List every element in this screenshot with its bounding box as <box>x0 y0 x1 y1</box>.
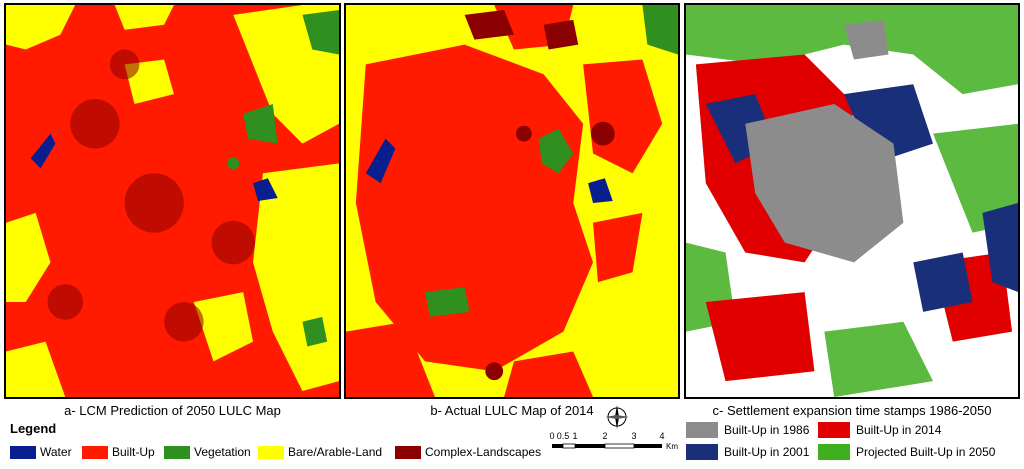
legend-label: Built-Up in 1986 <box>724 423 810 437</box>
legend-swatch-complex <box>395 445 421 459</box>
map-panel-2050-prediction <box>4 3 341 399</box>
legend-label: Built-Up in 2014 <box>856 423 942 437</box>
settlement-legend-1986: Built-Up in 1986 <box>686 421 809 439</box>
scale-tick-2: 2 <box>602 431 607 441</box>
legend-item-built-up: Built-Up <box>82 444 155 460</box>
legend-title: Legend <box>10 421 57 436</box>
legend-label: Built-Up in 2001 <box>724 445 810 459</box>
scale-tick-1: 1 <box>572 431 577 441</box>
settlement-expansion-map <box>686 5 1018 397</box>
legend-label: Water <box>40 445 72 459</box>
lulc-2050-map <box>6 5 339 397</box>
map-panel-2014-actual <box>344 3 680 399</box>
scale-tick-0-5: 0.5 <box>557 431 570 441</box>
caption-panel-a: a- LCM Prediction of 2050 LULC Map <box>64 403 281 418</box>
legend-swatch-built-up <box>82 445 108 459</box>
legend-swatch-2001 <box>686 444 718 460</box>
scale-tick-0: 0 <box>549 431 554 441</box>
settlement-legend-2014: Built-Up in 2014 <box>818 421 941 439</box>
scale-tick-3: 3 <box>631 431 636 441</box>
legend-label: Complex-Landscapes <box>425 445 542 459</box>
scale-unit: Km <box>666 442 678 451</box>
legend-swatch-bare-arable <box>258 445 284 459</box>
legend-label: Projected Built-Up in 2050 <box>856 445 996 459</box>
legend-label: Bare/Arable-Land <box>288 445 383 459</box>
legend-item-complex: Complex-Landscapes <box>395 444 541 460</box>
legend-swatch-water <box>10 445 36 459</box>
legend-swatch-vegetation <box>164 445 190 459</box>
caption-panel-b: b- Actual LULC Map of 2014 <box>430 403 594 418</box>
scale-bar: 0 0.5 1 2 3 4 Km <box>549 431 678 451</box>
north-arrow-icon <box>605 405 629 429</box>
legend-swatch-2050 <box>818 444 850 460</box>
legend-swatch-1986 <box>686 422 718 438</box>
scale-tick-4: 4 <box>659 431 664 441</box>
legend-item-vegetation: Vegetation <box>164 444 251 460</box>
legend-label: Vegetation <box>194 445 251 459</box>
settlement-legend-2050: Projected Built-Up in 2050 <box>818 443 995 461</box>
legend-item-bare-arable: Bare/Arable-Land <box>258 444 382 460</box>
lulc-2014-map <box>346 5 678 397</box>
legend-label: Built-Up <box>112 445 155 459</box>
legend-swatch-2014 <box>818 422 850 438</box>
legend-item-water: Water <box>10 444 72 460</box>
map-panel-settlement-expansion <box>684 3 1020 399</box>
caption-panel-c: c- Settlement expansion time stamps 1986… <box>712 403 992 418</box>
settlement-legend-2001: Built-Up in 2001 <box>686 443 809 461</box>
